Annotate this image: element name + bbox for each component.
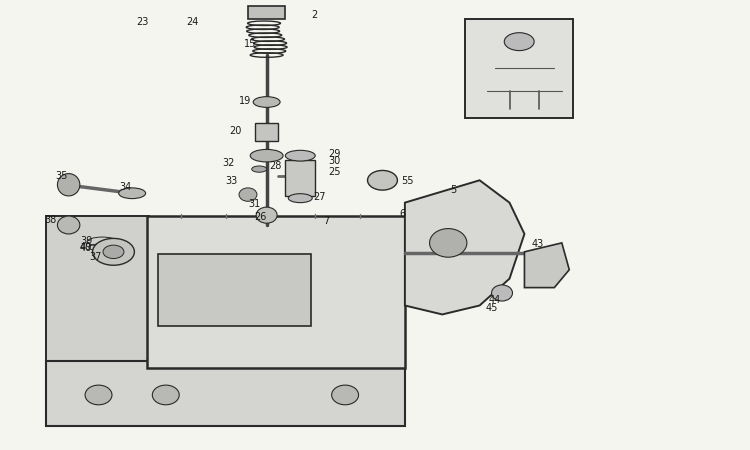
Text: 38: 38 <box>45 215 57 225</box>
Polygon shape <box>46 361 405 426</box>
FancyBboxPatch shape <box>285 160 315 196</box>
Text: 33: 33 <box>226 176 238 186</box>
Ellipse shape <box>332 385 358 405</box>
Text: 19: 19 <box>239 96 251 106</box>
Ellipse shape <box>92 238 134 265</box>
Text: 35: 35 <box>56 171 68 181</box>
FancyBboxPatch shape <box>465 19 573 117</box>
Text: 2: 2 <box>311 10 318 20</box>
Ellipse shape <box>103 245 124 259</box>
Text: 28: 28 <box>269 161 281 171</box>
Text: 34: 34 <box>119 182 132 192</box>
FancyBboxPatch shape <box>158 254 311 326</box>
Text: 23: 23 <box>136 17 148 27</box>
Ellipse shape <box>252 166 267 172</box>
Ellipse shape <box>58 216 80 234</box>
Ellipse shape <box>118 188 146 198</box>
Ellipse shape <box>152 385 179 405</box>
Ellipse shape <box>288 194 312 202</box>
Text: 44: 44 <box>488 295 501 305</box>
Ellipse shape <box>504 33 534 50</box>
FancyBboxPatch shape <box>147 216 405 368</box>
Text: 5: 5 <box>450 185 456 195</box>
Text: 37: 37 <box>89 252 102 262</box>
Text: 31: 31 <box>248 199 260 209</box>
FancyBboxPatch shape <box>256 123 278 141</box>
Text: 39: 39 <box>80 236 92 246</box>
Ellipse shape <box>285 150 315 161</box>
Text: 40: 40 <box>80 243 92 253</box>
Ellipse shape <box>254 97 280 108</box>
Ellipse shape <box>430 229 467 257</box>
Text: 25: 25 <box>328 167 341 177</box>
Ellipse shape <box>491 285 512 301</box>
Polygon shape <box>524 243 569 288</box>
Text: 55: 55 <box>401 176 414 186</box>
Text: 24: 24 <box>187 17 199 27</box>
Ellipse shape <box>368 171 398 190</box>
Ellipse shape <box>256 207 277 223</box>
Ellipse shape <box>239 188 257 201</box>
Text: 45: 45 <box>485 303 498 313</box>
Ellipse shape <box>251 149 283 162</box>
Text: 32: 32 <box>223 158 235 168</box>
Text: 29: 29 <box>328 149 341 159</box>
Text: 15: 15 <box>244 39 256 49</box>
Text: 26: 26 <box>254 212 266 222</box>
Text: 7: 7 <box>322 216 329 225</box>
FancyBboxPatch shape <box>248 6 285 19</box>
Text: 27: 27 <box>314 192 326 202</box>
Ellipse shape <box>58 174 80 196</box>
Text: 49: 49 <box>80 243 92 252</box>
Ellipse shape <box>85 385 112 405</box>
Text: 30: 30 <box>328 156 341 166</box>
Polygon shape <box>405 180 524 315</box>
Text: 20: 20 <box>230 126 242 136</box>
Text: 43: 43 <box>532 239 544 249</box>
Polygon shape <box>46 216 148 368</box>
Text: 6: 6 <box>399 209 405 219</box>
